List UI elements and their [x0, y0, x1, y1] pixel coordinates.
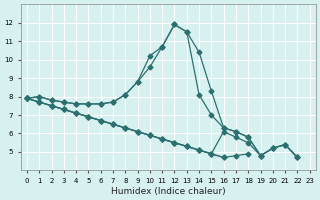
X-axis label: Humidex (Indice chaleur): Humidex (Indice chaleur) — [111, 187, 226, 196]
